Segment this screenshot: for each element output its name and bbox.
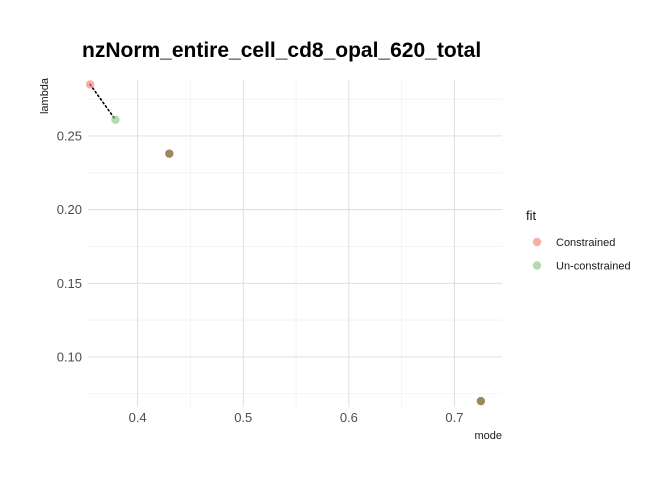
connector-layer: [89, 83, 117, 121]
axis-layer: 0.4 0.5 0.6 0.7 0.10 0.15 0.20 0.25: [57, 128, 464, 425]
legend-entries: Constrained Un-constrained: [532, 237, 631, 273]
y-tick-label: 0.15: [57, 276, 82, 291]
y-axis-label: lambda: [39, 77, 51, 114]
x-tick-label: 0.4: [129, 410, 147, 425]
data-point-overlap: [476, 396, 486, 406]
x-tick-label: 0.5: [234, 410, 252, 425]
y-tick-label: 0.20: [57, 202, 82, 217]
chart-title: nzNorm_entire_cell_cd8_opal_620_total: [82, 39, 481, 62]
legend-key: [532, 261, 542, 270]
legend-label: Un-constrained: [556, 261, 631, 273]
legend-label: Constrained: [556, 237, 615, 249]
legend: fit Constrained Un-constrained: [526, 208, 631, 273]
x-axis-label: mode: [474, 430, 502, 442]
x-tick-label: 0.7: [445, 410, 463, 425]
points-layer: [85, 80, 486, 406]
y-tick-label: 0.25: [57, 128, 82, 143]
data-point-overlap: [165, 149, 174, 158]
data-point-un-constrained: [111, 115, 120, 124]
plot-grid: [88, 80, 502, 407]
data-point-constrained: [85, 80, 95, 89]
x-tick-label: 0.6: [340, 410, 358, 425]
legend-title: fit: [526, 208, 537, 223]
legend-key: [532, 237, 542, 247]
y-tick-label: 0.10: [57, 349, 82, 364]
connector-line: [89, 83, 117, 121]
